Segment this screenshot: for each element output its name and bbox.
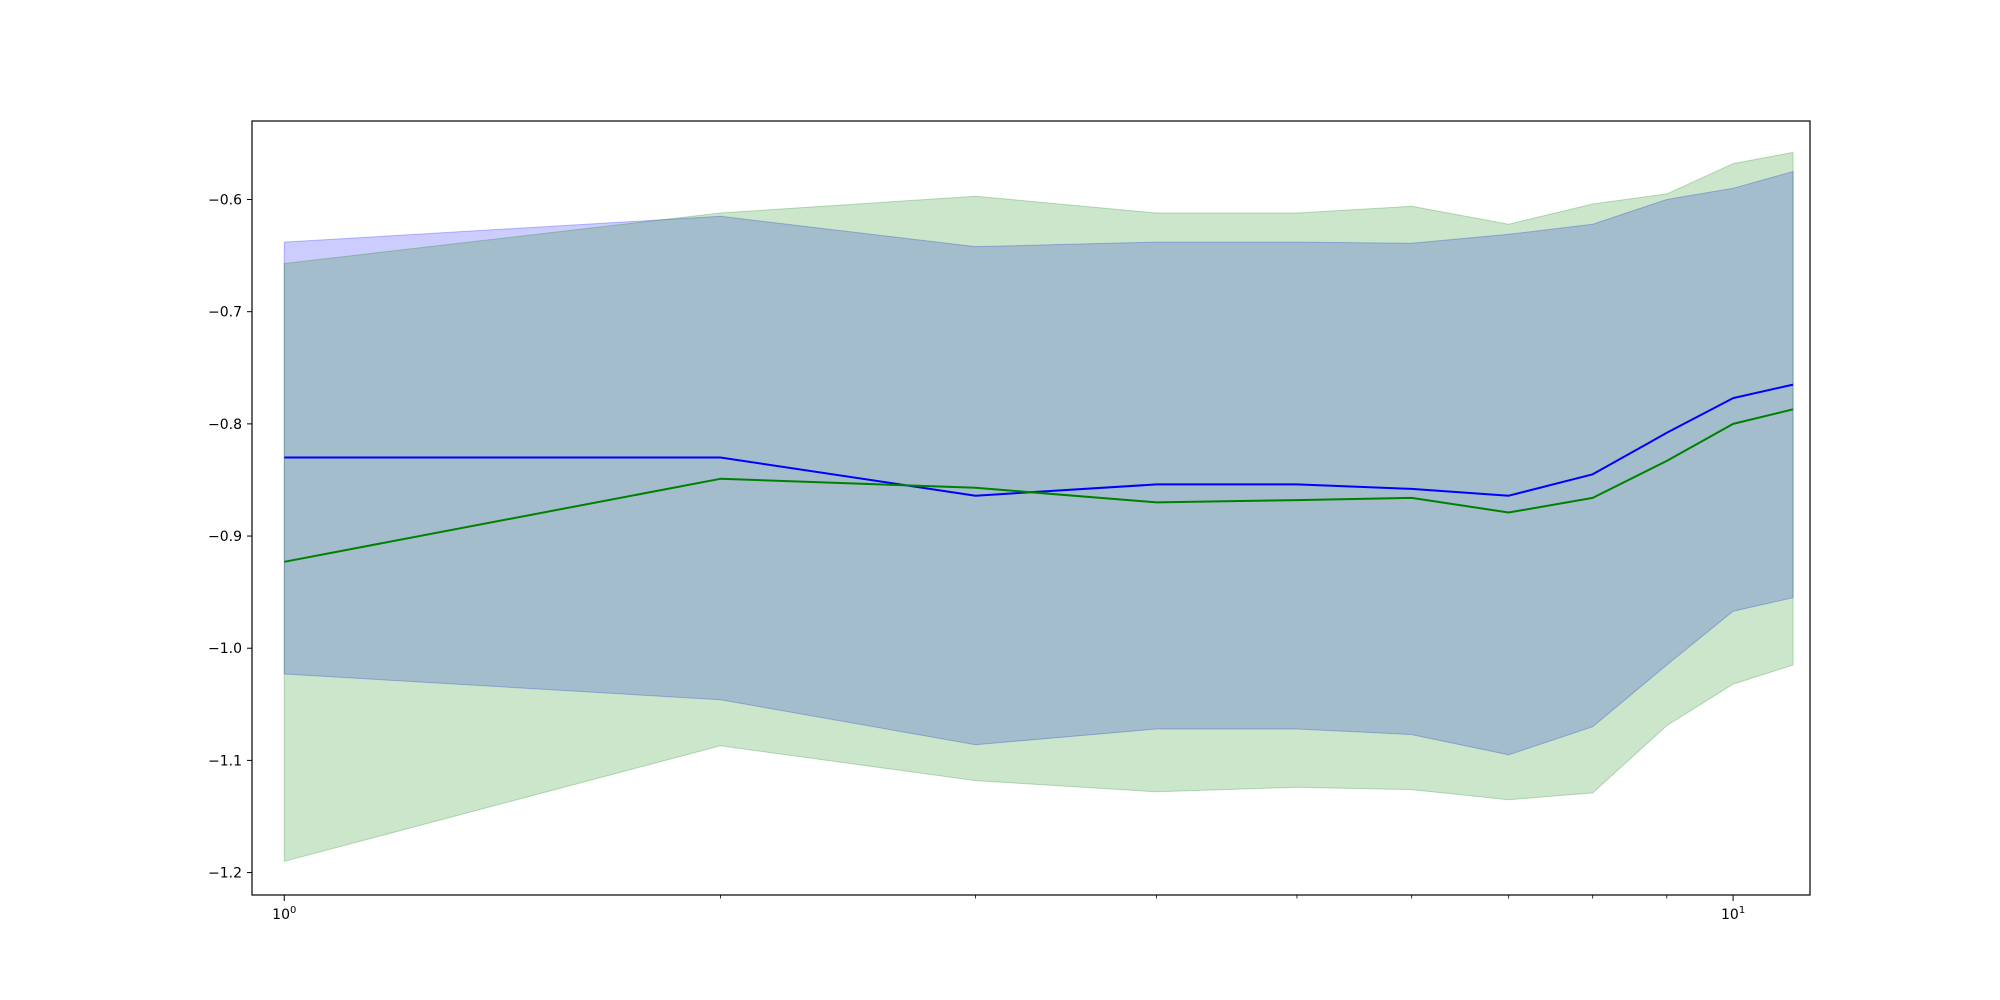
series-2-band xyxy=(283,151,1794,862)
y-tick-label: −0.8 xyxy=(208,417,242,433)
y-tick-label: −1.1 xyxy=(208,753,242,769)
series-2-line xyxy=(284,408,1794,563)
y-tick-label: −1.2 xyxy=(208,866,242,882)
y-tick-label: −1.0 xyxy=(208,641,242,657)
series-lines xyxy=(284,383,1794,563)
y-axis: −0.6 −0.7 −0.8 −0.9 −1.0 −1.1 −1.2 xyxy=(208,193,252,882)
y-tick-label: −0.6 xyxy=(208,193,242,209)
series-1-band xyxy=(283,170,1794,756)
y-tick-label: −0.7 xyxy=(208,305,242,321)
x-tick-label: 101 xyxy=(1721,905,1745,923)
x-axis: 100 101 xyxy=(272,895,1745,923)
confidence-bands xyxy=(283,151,1794,862)
series-1-line xyxy=(284,383,1794,497)
y-tick-label: −0.9 xyxy=(208,529,242,545)
x-tick-label: 100 xyxy=(272,905,296,923)
plot-area-frame xyxy=(251,120,1811,896)
